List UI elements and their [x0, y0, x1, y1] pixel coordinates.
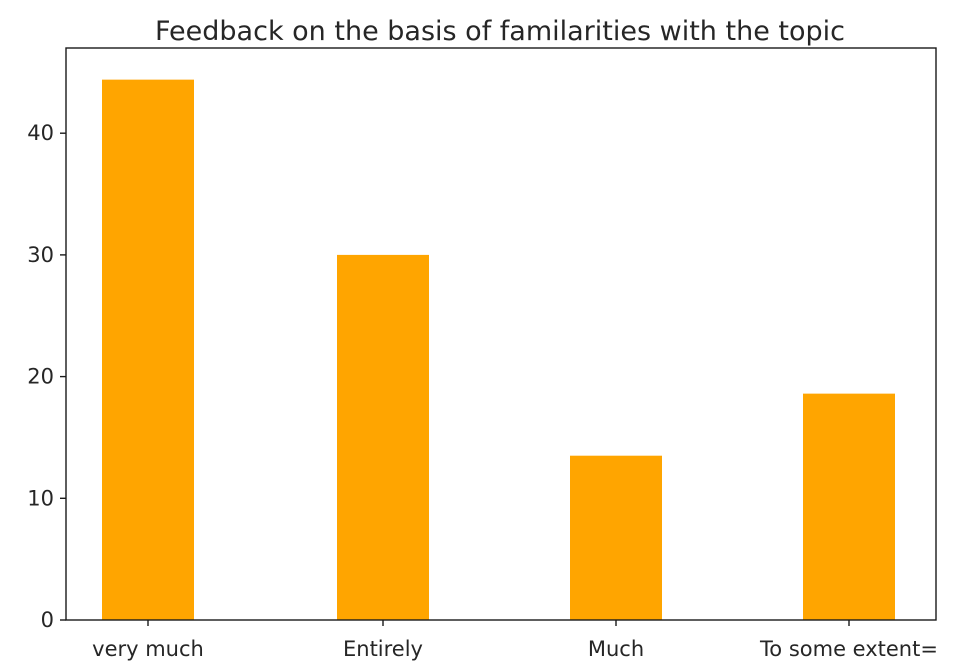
- bar: [337, 254, 429, 620]
- y-tick-label: 20: [27, 365, 54, 389]
- x-tick-label: Much: [588, 637, 644, 661]
- x-axis: very much Entirely Much To some extent=: [92, 620, 938, 661]
- x-tick-label: To some extent=: [759, 637, 938, 661]
- bar: [102, 79, 194, 620]
- y-tick-label: 0: [41, 608, 54, 632]
- bar: [570, 455, 662, 620]
- x-tick-label: very much: [92, 637, 204, 661]
- bar: [803, 393, 895, 620]
- x-tick-label: Entirely: [343, 637, 423, 661]
- y-tick-label: 10: [27, 486, 54, 510]
- axes-frame: [65, 47, 937, 621]
- y-axis: 0 10 20 30 40: [27, 121, 66, 632]
- y-tick-label: 40: [27, 121, 54, 145]
- y-tick-label: 30: [27, 243, 54, 267]
- chart-title: Feedback on the basis of familarities wi…: [155, 16, 845, 47]
- bars-layer: [102, 79, 895, 620]
